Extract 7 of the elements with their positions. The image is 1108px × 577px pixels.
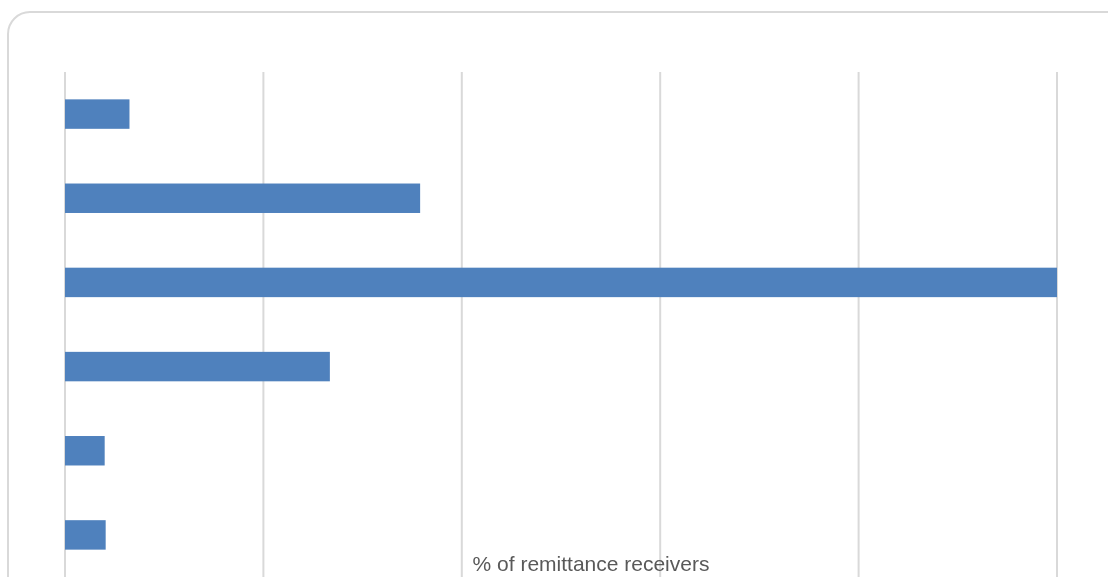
bar (65, 99, 130, 129)
bar (65, 351, 330, 382)
x-axis-title: % of remittance receivers (472, 552, 710, 575)
bar (65, 520, 106, 550)
bar (65, 436, 105, 466)
bar (65, 267, 1057, 298)
bar (65, 183, 421, 213)
